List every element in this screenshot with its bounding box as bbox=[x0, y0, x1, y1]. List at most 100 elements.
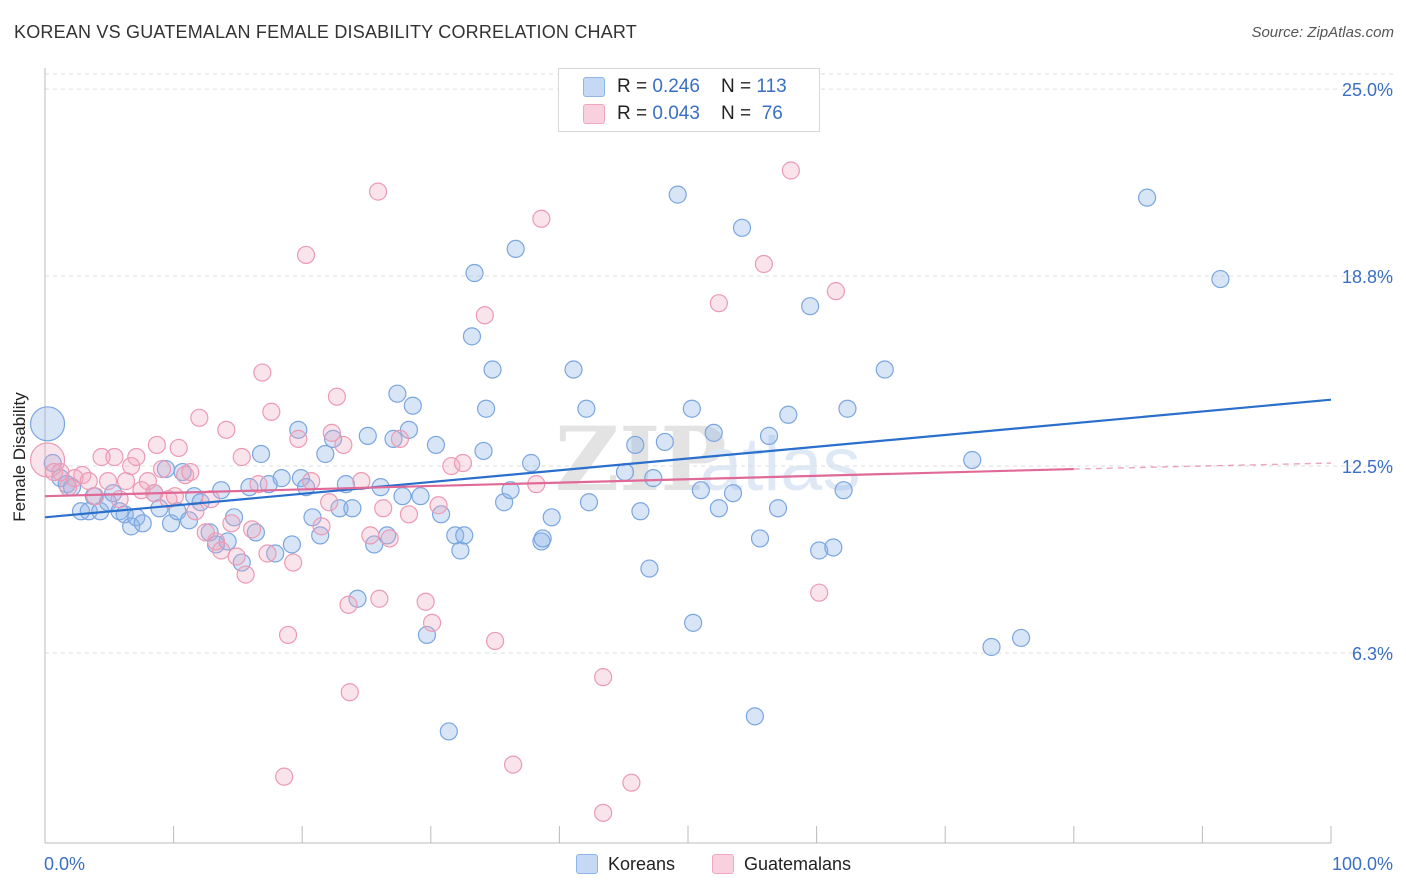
legend-swatch-blue bbox=[583, 77, 605, 97]
legend-r-value: 0.246 bbox=[652, 76, 700, 97]
data-point bbox=[732, 218, 752, 237]
data-point bbox=[92, 447, 111, 467]
data-point bbox=[453, 453, 473, 473]
trend-line-guatemalans-extension bbox=[1073, 462, 1332, 470]
legend-n-value: 113 bbox=[756, 76, 787, 97]
data-point bbox=[384, 429, 403, 448]
y-tick-label: 12.5% bbox=[1342, 457, 1393, 477]
data-point bbox=[704, 423, 723, 442]
data-point bbox=[169, 438, 188, 458]
data-point bbox=[781, 161, 800, 180]
data-point bbox=[358, 426, 377, 445]
data-point bbox=[522, 453, 541, 473]
data-point bbox=[302, 472, 321, 491]
bottom-legend-swatch-pink bbox=[712, 854, 734, 874]
data-point bbox=[403, 396, 422, 415]
x-tick-label: 100.0% bbox=[1332, 854, 1393, 874]
data-point bbox=[564, 360, 583, 379]
chart-source: Source: ZipAtlas.com bbox=[1251, 24, 1394, 41]
data-point bbox=[615, 462, 635, 482]
legend-r-label: R = bbox=[617, 103, 653, 124]
data-point bbox=[368, 182, 388, 201]
data-point bbox=[810, 583, 829, 602]
data-point bbox=[723, 484, 743, 503]
data-point bbox=[251, 444, 271, 464]
data-point bbox=[334, 435, 353, 455]
data-point bbox=[622, 773, 641, 792]
data-point bbox=[963, 450, 982, 470]
data-point bbox=[709, 499, 728, 518]
data-point bbox=[340, 683, 359, 702]
data-point bbox=[640, 559, 659, 578]
data-point bbox=[127, 447, 146, 467]
data-point bbox=[422, 613, 442, 632]
data-point bbox=[258, 544, 277, 563]
y-tick-label: 18.8% bbox=[1342, 267, 1393, 287]
data-point bbox=[442, 456, 461, 476]
data-point bbox=[532, 209, 551, 228]
data-point bbox=[133, 514, 152, 533]
data-point bbox=[173, 462, 192, 482]
data-point bbox=[779, 405, 798, 424]
data-point bbox=[44, 462, 64, 482]
data-point bbox=[388, 384, 407, 403]
data-point bbox=[1011, 628, 1031, 648]
legend-n-label: N = bbox=[721, 103, 757, 124]
data-point bbox=[105, 447, 124, 467]
data-point bbox=[222, 514, 241, 533]
data-point bbox=[426, 435, 446, 455]
data-point bbox=[322, 423, 341, 442]
data-point bbox=[323, 429, 343, 448]
data-point bbox=[745, 707, 764, 726]
data-point bbox=[838, 399, 857, 418]
data-point bbox=[122, 456, 141, 476]
data-point bbox=[275, 767, 294, 786]
data-point bbox=[71, 502, 91, 521]
data-point bbox=[262, 402, 281, 421]
data-point bbox=[684, 613, 703, 632]
legend-r-value: 0.043 bbox=[652, 103, 700, 124]
legend-n-value: 76 bbox=[756, 103, 783, 124]
data-point bbox=[196, 523, 215, 542]
data-point bbox=[462, 327, 482, 346]
data-point bbox=[242, 520, 262, 539]
data-point bbox=[296, 245, 316, 265]
data-point bbox=[390, 429, 410, 448]
data-point bbox=[249, 475, 268, 494]
data-point bbox=[370, 589, 389, 608]
watermark-atlas: atlas bbox=[700, 422, 861, 507]
data-point bbox=[201, 490, 220, 509]
data-point bbox=[181, 462, 200, 482]
trend-line-guatemalans bbox=[44, 467, 1074, 498]
data-point bbox=[577, 399, 596, 418]
data-point bbox=[79, 472, 98, 491]
data-point bbox=[533, 529, 552, 548]
data-point bbox=[824, 538, 843, 557]
bottom-legend-label-guatemalans: Guatemalans bbox=[744, 854, 852, 874]
data-point bbox=[122, 517, 141, 536]
data-point bbox=[339, 595, 358, 614]
data-point bbox=[327, 387, 347, 406]
series-koreans bbox=[29, 107, 1230, 741]
data-point bbox=[266, 544, 285, 563]
data-point bbox=[439, 722, 458, 741]
data-point bbox=[361, 526, 380, 545]
data-point bbox=[212, 541, 231, 560]
data-point bbox=[352, 472, 371, 491]
data-point bbox=[594, 668, 613, 687]
data-point bbox=[709, 294, 728, 313]
data-point bbox=[393, 487, 412, 506]
data-point bbox=[217, 420, 236, 439]
data-point bbox=[532, 532, 551, 551]
data-point bbox=[374, 499, 393, 518]
legend-r-label: R = bbox=[617, 76, 653, 97]
data-point bbox=[311, 526, 330, 545]
data-point bbox=[834, 481, 853, 500]
watermark-zip: ZIP bbox=[555, 407, 727, 511]
data-point bbox=[253, 363, 272, 382]
data-point bbox=[278, 625, 298, 645]
legend-text-guatemalans: R = 0.043 N = 76 bbox=[617, 102, 783, 126]
data-point bbox=[875, 360, 894, 379]
data-point bbox=[982, 637, 1001, 657]
